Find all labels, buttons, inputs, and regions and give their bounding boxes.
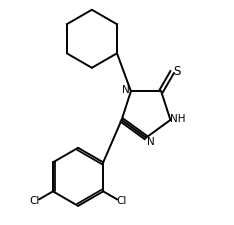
Text: S: S [173,65,181,78]
Text: N: N [122,85,130,95]
Text: Cl: Cl [117,195,127,205]
Text: Cl: Cl [29,195,39,205]
Text: N: N [147,137,155,147]
Text: NH: NH [170,114,186,124]
